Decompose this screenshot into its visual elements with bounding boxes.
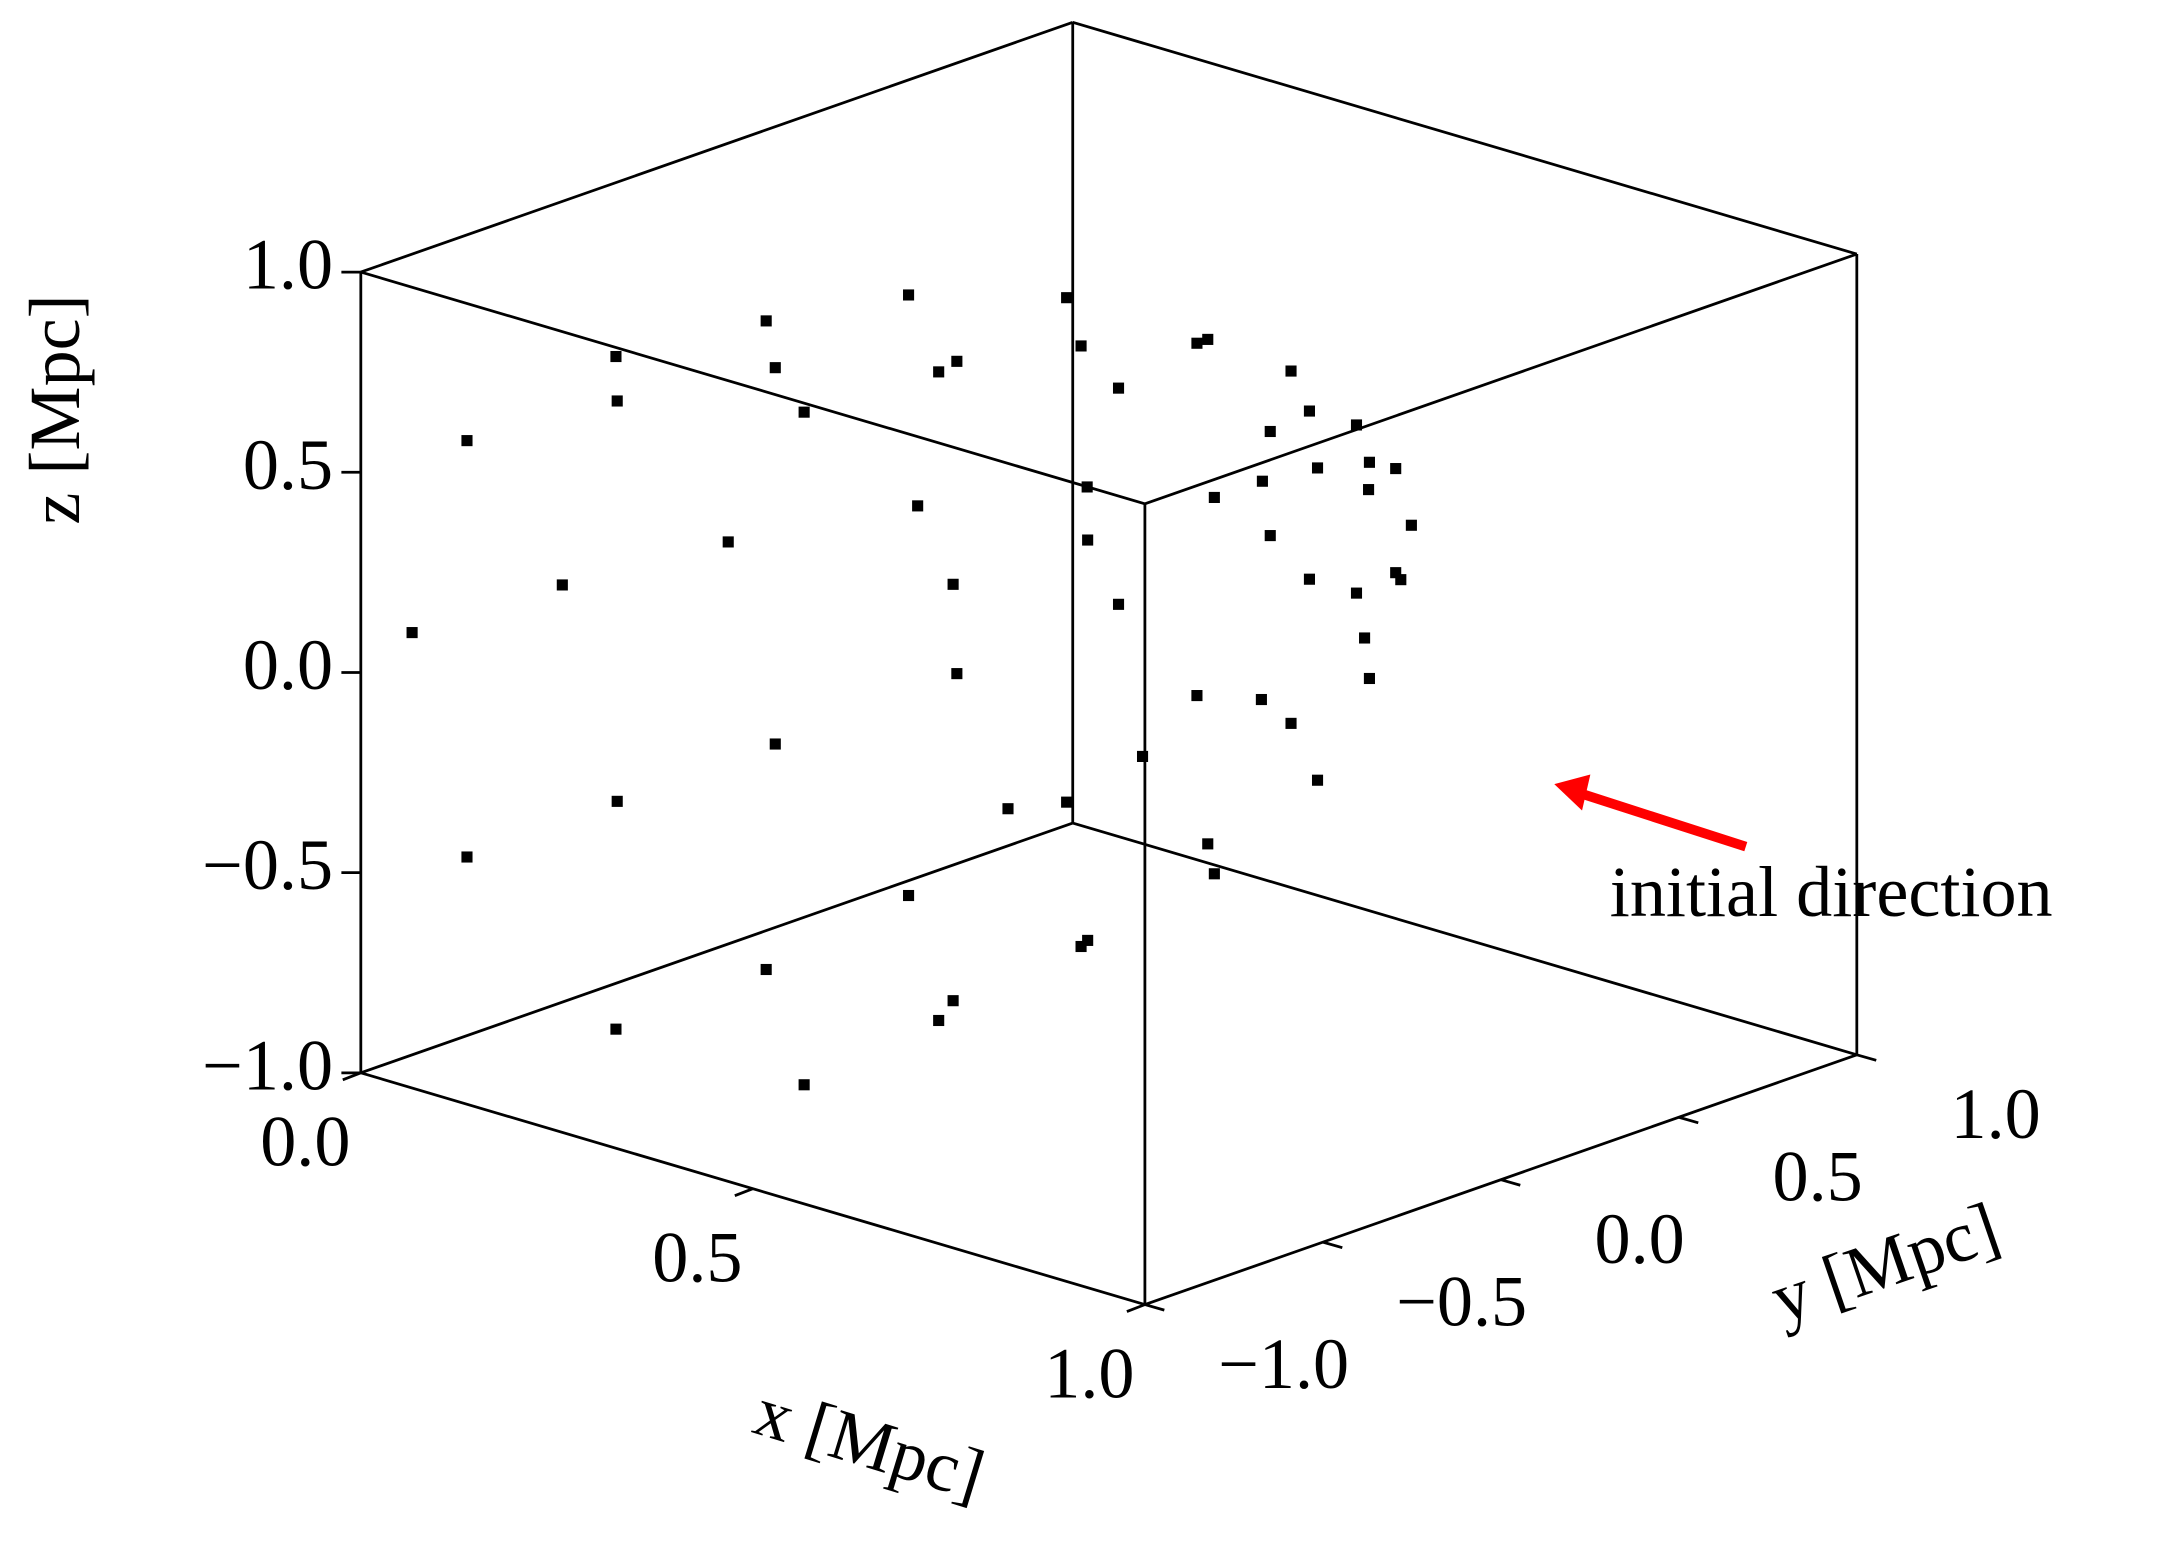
point <box>1256 475 1268 487</box>
point <box>1359 632 1371 644</box>
point <box>610 350 622 363</box>
point <box>769 738 781 750</box>
annotation-arrow <box>1580 789 1748 852</box>
point <box>1075 340 1087 352</box>
y-tick <box>1322 1240 1343 1250</box>
point <box>1303 405 1316 417</box>
box-edge <box>1144 252 1858 506</box>
point <box>1350 587 1363 599</box>
x-tick <box>342 1071 362 1082</box>
point <box>947 995 959 1007</box>
point <box>798 1079 810 1091</box>
point <box>1082 934 1094 946</box>
point <box>461 435 473 447</box>
annotation: initial direction <box>1610 852 2053 932</box>
x-tick <box>1126 1303 1146 1313</box>
point <box>611 795 623 807</box>
point <box>1350 419 1363 431</box>
y-tick-label: −0.5 <box>1396 1261 1527 1341</box>
point <box>1363 672 1375 685</box>
annotation-arrow-head <box>1554 774 1591 811</box>
point <box>1264 425 1276 438</box>
x-tick-label: 1.0 <box>1044 1333 1134 1413</box>
point <box>1390 463 1402 475</box>
x-axis-label: x [Mpc] <box>746 1371 994 1516</box>
point <box>1285 717 1297 729</box>
point <box>933 366 945 378</box>
point <box>1395 574 1407 586</box>
point <box>611 395 623 407</box>
box-edge <box>1072 20 1858 256</box>
point <box>1191 690 1203 702</box>
axes-box <box>341 20 1877 1313</box>
y-tick-label: −1.0 <box>1218 1324 1349 1404</box>
y-tick <box>1144 1303 1165 1312</box>
point <box>912 500 924 512</box>
point <box>1303 573 1316 585</box>
point <box>1311 462 1324 474</box>
point <box>1112 598 1125 610</box>
point <box>1285 365 1297 377</box>
point <box>903 889 915 902</box>
point-cloud <box>406 289 1417 1091</box>
point <box>1202 838 1214 850</box>
point <box>951 355 963 367</box>
point <box>1208 868 1220 880</box>
point <box>760 963 772 976</box>
point <box>1082 534 1094 546</box>
z-tick-label: 1.0 <box>243 225 333 305</box>
point <box>1191 337 1203 349</box>
point <box>1405 519 1417 531</box>
point <box>760 315 772 327</box>
point <box>1061 292 1073 304</box>
point <box>769 362 781 374</box>
point <box>461 851 473 863</box>
point <box>798 406 810 418</box>
y-tick <box>1500 1178 1521 1187</box>
point <box>1311 774 1324 786</box>
point <box>1202 333 1214 345</box>
point <box>1363 484 1375 496</box>
point <box>1061 796 1073 808</box>
y-tick <box>1856 1053 1877 1062</box>
point <box>951 668 963 680</box>
x-tick-label: 0.0 <box>260 1102 350 1182</box>
point <box>1136 750 1149 762</box>
point <box>903 289 915 301</box>
point <box>1075 940 1087 953</box>
point <box>610 1023 622 1035</box>
point <box>1390 567 1402 579</box>
z-tick-label: −0.5 <box>202 825 333 905</box>
point <box>1264 530 1276 542</box>
point <box>1081 481 1093 493</box>
point <box>1002 803 1014 815</box>
point <box>1255 693 1267 706</box>
point <box>1363 456 1375 468</box>
y-tick-label: 0.5 <box>1773 1136 1863 1216</box>
x-tick <box>734 1187 754 1197</box>
point <box>1112 382 1125 394</box>
box-edge <box>360 821 1074 1075</box>
y-tick-label: 0.0 <box>1595 1199 1685 1279</box>
point <box>947 578 959 590</box>
y-tick-label: 1.0 <box>1950 1074 2040 1154</box>
point <box>933 1014 945 1027</box>
box-edge <box>360 270 1146 506</box>
point <box>722 536 734 548</box>
z-tick-label: 0.0 <box>243 625 333 705</box>
box-edge <box>360 1071 1146 1306</box>
box-edge <box>360 20 1074 274</box>
z-axis-label: z [Mpc] <box>15 294 95 524</box>
box-edge <box>1072 821 1858 1057</box>
point <box>406 627 418 639</box>
point <box>1208 491 1220 504</box>
z-tick-label: 0.5 <box>243 425 333 505</box>
y-tick <box>1678 1115 1699 1125</box>
z-tick-label: −1.0 <box>202 1025 333 1105</box>
point <box>556 579 568 591</box>
x-tick-label: 0.5 <box>652 1218 742 1298</box>
